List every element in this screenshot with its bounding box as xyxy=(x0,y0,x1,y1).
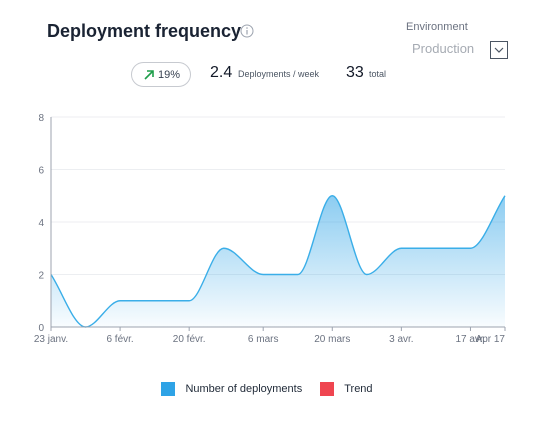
y-tick-label: 4 xyxy=(38,218,44,229)
x-tick-label: 17 avr. xyxy=(455,334,485,345)
y-tick-label: 0 xyxy=(38,323,44,334)
trend-badge: 19% xyxy=(131,62,191,87)
data-point xyxy=(400,247,403,250)
deployment-chart: 0 2 4 6 8 23 janv. 6 févr. 20 févr. 6 mars 20 mar… xyxy=(34,113,507,345)
data-point xyxy=(504,194,507,197)
environment-select-value[interactable]: Production xyxy=(412,41,475,56)
data-point xyxy=(262,273,265,276)
x-tick-label: 6 mars xyxy=(248,334,279,345)
chevron-down-icon[interactable] xyxy=(490,41,508,59)
legend-item-deployments[interactable]: Number of deployments xyxy=(161,382,302,396)
x-tick-label: 20 févr. xyxy=(173,334,206,345)
legend-item-trend[interactable]: Trend xyxy=(320,382,373,396)
data-point xyxy=(222,247,225,250)
chart-legend: Number of deployments Trend xyxy=(0,382,534,396)
data-point xyxy=(296,273,299,276)
info-icon[interactable] xyxy=(240,24,254,38)
legend-label-trend: Trend xyxy=(344,383,373,395)
environment-label: Environment xyxy=(406,21,468,33)
total-unit: total xyxy=(369,69,387,79)
data-point xyxy=(469,247,472,250)
data-point xyxy=(434,247,437,250)
per-week-unit: Deployments / week xyxy=(238,69,320,79)
y-tick-label: 6 xyxy=(38,166,44,177)
legend-swatch-trend xyxy=(320,382,335,396)
x-tick-label: 20 mars xyxy=(314,334,350,345)
total-value: 33 xyxy=(346,64,364,81)
legend-swatch-deployments xyxy=(161,382,176,396)
series-line-deployments xyxy=(50,195,506,328)
data-point xyxy=(153,299,156,302)
data-point xyxy=(188,299,191,302)
x-tick-label: 3 avr. xyxy=(389,334,413,345)
data-point xyxy=(119,299,122,302)
chart-title: Deployment frequency xyxy=(47,21,242,41)
x-tick-label: 6 févr. xyxy=(106,334,133,345)
x-tick-label: Apr 17 xyxy=(476,334,506,345)
x-tick-label: 23 janv. xyxy=(34,334,68,345)
trend-percent: 19% xyxy=(157,68,181,81)
per-week-value: 2.4 xyxy=(210,64,233,81)
legend-label-deployments: Number of deployments xyxy=(185,383,303,395)
data-point xyxy=(331,194,334,197)
series-area-deployments xyxy=(51,195,505,327)
y-tick-label: 2 xyxy=(38,271,44,282)
arrow-up-right-icon xyxy=(144,69,154,80)
data-point xyxy=(365,273,368,276)
y-tick-label: 8 xyxy=(38,113,44,124)
